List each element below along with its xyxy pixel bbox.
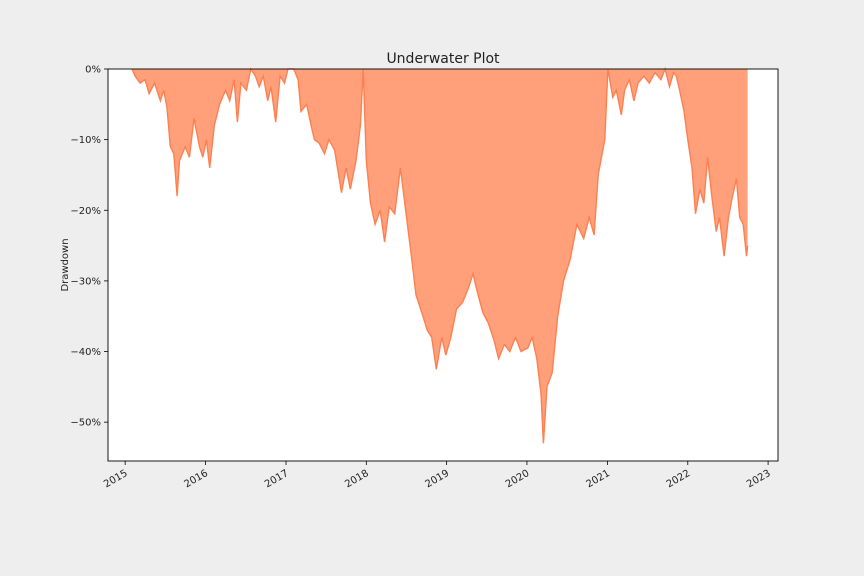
- chart-title: Underwater Plot: [386, 51, 500, 67]
- x-tick-label: 2015: [102, 468, 130, 490]
- y-tick-label: −10%: [70, 135, 101, 146]
- plot-frame: [107, 68, 779, 462]
- x-tick-label: 2022: [665, 468, 693, 490]
- x-tick-label: 2023: [745, 468, 773, 490]
- x-tick-label: 2017: [263, 468, 291, 490]
- x-tick-label: 2018: [343, 468, 371, 490]
- x-tick-label: 2019: [424, 468, 452, 490]
- y-tick-label: 0%: [85, 65, 101, 76]
- x-axis-ticks: 2015 2016 2017 2018 2019 2020 2021 2022 2023: [102, 461, 773, 490]
- drawdown-line-0: [131, 66, 749, 444]
- drawdown-area-layer: [131, 66, 749, 444]
- x-tick-label: 2020: [504, 468, 532, 490]
- x-tick-label: 2016: [182, 468, 210, 490]
- drawdown-area-0: [132, 69, 748, 444]
- y-tick-label: −20%: [70, 206, 101, 217]
- y-axis-ticks: 0% −10% −20% −30% −40% −50%: [70, 65, 108, 429]
- x-tick-label: 2021: [584, 468, 612, 490]
- y-axis-label: Drawdown: [60, 238, 71, 291]
- y-tick-label: −40%: [70, 347, 101, 358]
- y-tick-label: −30%: [70, 276, 101, 287]
- y-tick-label: −50%: [70, 418, 101, 429]
